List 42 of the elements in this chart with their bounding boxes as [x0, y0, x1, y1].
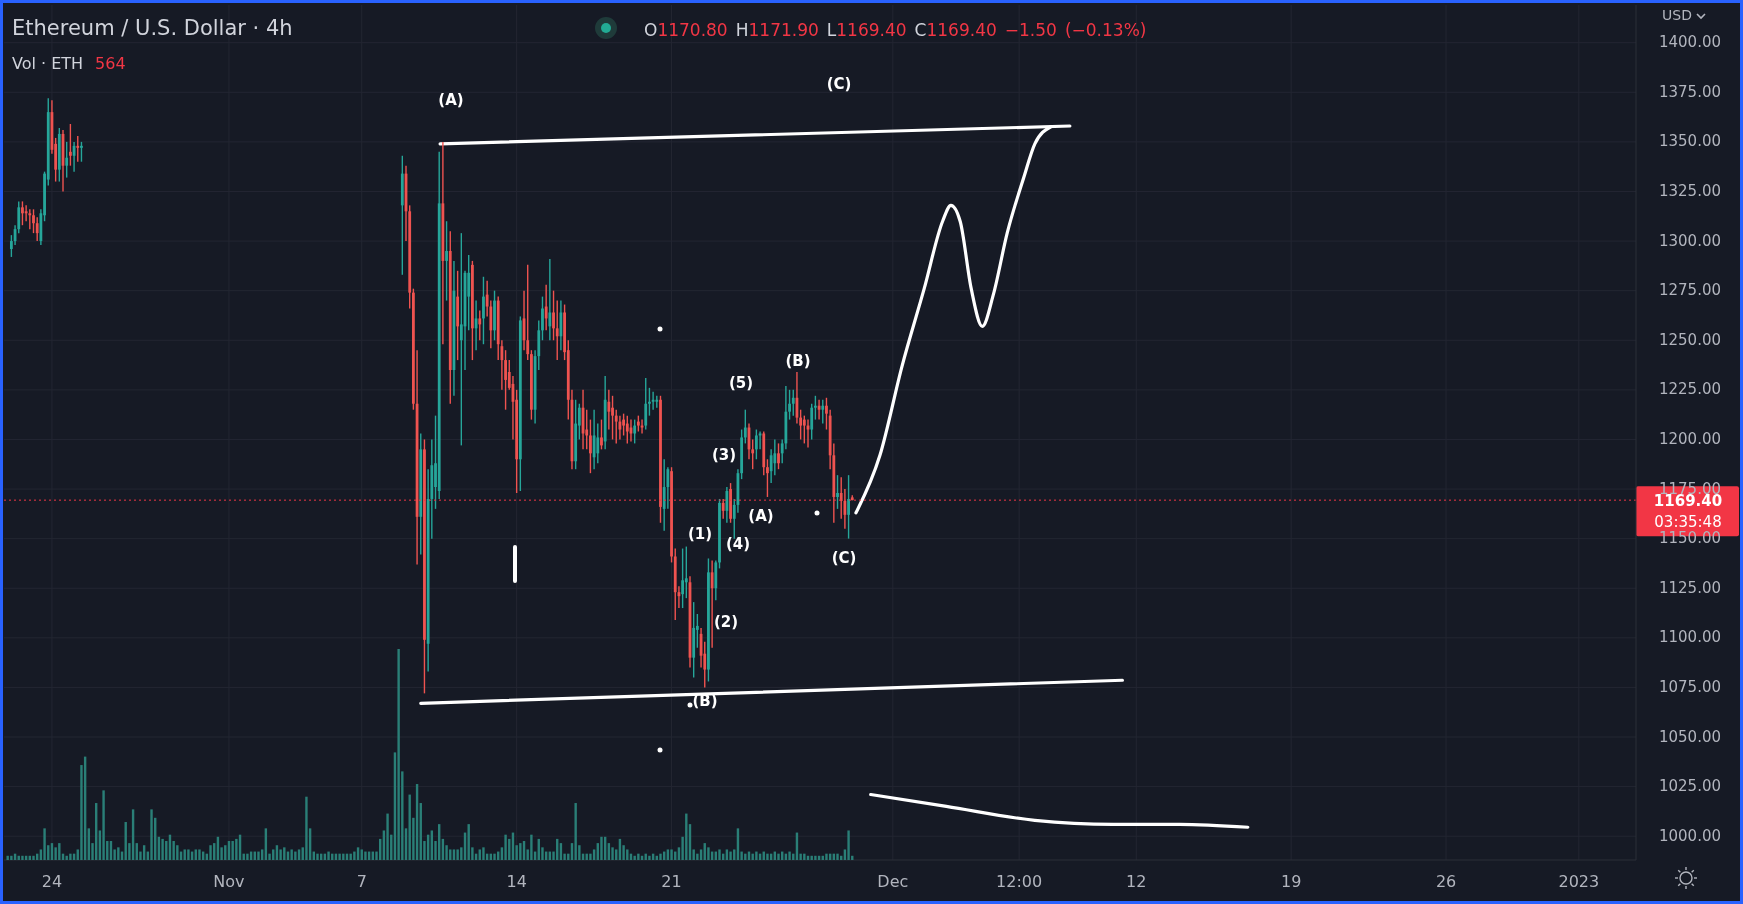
x-tick-label: 19: [1280, 871, 1302, 891]
annotation: (B): [785, 351, 811, 370]
y-axis-title: USD: [1662, 7, 1692, 23]
annotation: (2): [713, 612, 739, 631]
text: Ethereum / U.S. Dollar · 4h: [12, 16, 293, 40]
y-tick-label: 1000.00: [1658, 826, 1722, 845]
y-tick-label: 1350.00: [1658, 132, 1722, 151]
y-tick-label: 1050.00: [1658, 727, 1722, 746]
x-tick-label: 12:00: [996, 871, 1043, 891]
chart-title: Vol · ETH: [12, 53, 84, 73]
x-tick-label: Nov: [213, 871, 245, 891]
y-tick-label: 1200.00: [1658, 429, 1722, 448]
x-tick-label: 24: [41, 871, 63, 891]
y-tick-label: 1250.00: [1658, 330, 1722, 349]
y-tick-label: 1300.00: [1658, 231, 1722, 250]
x-tick-label: 12: [1126, 871, 1147, 891]
x-tick-label: Dec: [877, 871, 909, 891]
annotation: (1): [687, 524, 713, 543]
y-tick-label: 1125.00: [1658, 578, 1722, 597]
y-tick-label: 1100.00: [1658, 628, 1722, 647]
annotation: 564: [95, 53, 126, 73]
x-tick-label: 14: [506, 871, 527, 891]
y-tick-label: 1400.00: [1658, 33, 1722, 52]
text: 03:35:48: [1654, 513, 1722, 532]
annotation: (3): [711, 445, 737, 464]
annotation: (C): [831, 548, 857, 567]
y-tick-label: 1325.00: [1658, 181, 1722, 200]
annotation: (A): [438, 90, 464, 109]
text: O1170.80 H1171.90 L1169.40 C1169.40 −1.50 (−0.13%): [644, 20, 1147, 40]
x-tick-label: 7: [356, 871, 367, 891]
y-tick-label: 1025.00: [1658, 777, 1722, 796]
annotation: (4): [725, 534, 751, 553]
annotation: (C): [826, 74, 852, 93]
x-tick-label: 2023: [1558, 871, 1600, 891]
y-tick-label: 1075.00: [1658, 677, 1722, 696]
annotation: (A): [748, 506, 774, 525]
x-tick-label: 21: [661, 871, 682, 891]
y-tick-label: 1375.00: [1658, 82, 1722, 101]
x-tick-label: 26: [1435, 871, 1457, 891]
y-tick-label: 1225.00: [1658, 380, 1722, 399]
y-tick-label: 1275.00: [1658, 281, 1722, 300]
annotation: (5): [728, 373, 754, 392]
